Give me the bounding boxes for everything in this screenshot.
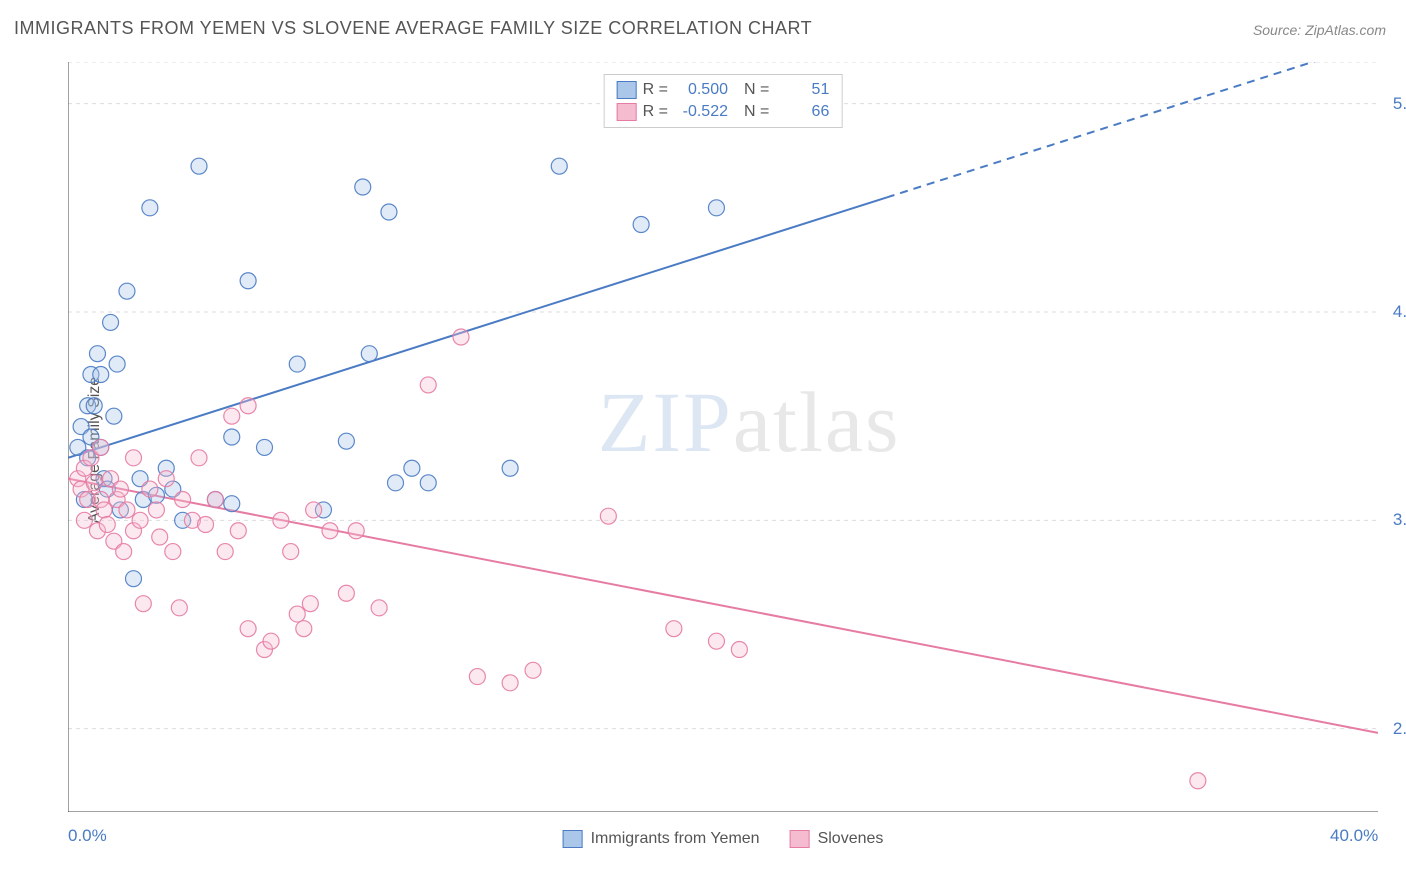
legend-label: Immigrants from Yemen	[591, 830, 760, 848]
stats-legend: R = 0.500 N = 51 R = -0.522 N = 66	[604, 74, 843, 128]
source-attribution: Source: ZipAtlas.com	[1253, 22, 1386, 38]
y-tick-label: 3.00	[1393, 510, 1406, 530]
y-tick-label: 2.00	[1393, 719, 1406, 739]
chart-title: IMMIGRANTS FROM YEMEN VS SLOVENE AVERAGE…	[14, 18, 812, 39]
stat-label: R =	[643, 81, 668, 99]
legend-item: Slovenes	[790, 830, 884, 848]
legend-label: Slovenes	[818, 830, 884, 848]
stat-label: N =	[744, 81, 769, 99]
x-tick-label: 0.0%	[68, 826, 107, 846]
swatch-icon	[617, 81, 637, 99]
stat-value: 51	[775, 81, 829, 99]
stat-label: N =	[744, 103, 769, 121]
legend-item: Immigrants from Yemen	[563, 830, 760, 848]
stats-row: R = -0.522 N = 66	[617, 101, 830, 123]
bottom-legend: Immigrants from Yemen Slovenes	[563, 830, 884, 848]
stat-label: R =	[643, 103, 668, 121]
stat-value: -0.522	[674, 103, 728, 121]
stats-row: R = 0.500 N = 51	[617, 79, 830, 101]
y-tick-label: 5.00	[1393, 94, 1406, 114]
swatch-icon	[563, 830, 583, 848]
scatter-svg	[68, 62, 1378, 812]
y-tick-label: 4.00	[1393, 302, 1406, 322]
stat-value: 66	[775, 103, 829, 121]
plot-area: ZIPatlas R = 0.500 N = 51 R = -0.522 N =…	[68, 62, 1378, 812]
swatch-icon	[617, 103, 637, 121]
x-tick-label: 40.0%	[1330, 826, 1378, 846]
stat-value: 0.500	[674, 81, 728, 99]
chart-container: Average Family Size ZIPatlas R = 0.500 N…	[50, 50, 1390, 850]
swatch-icon	[790, 830, 810, 848]
